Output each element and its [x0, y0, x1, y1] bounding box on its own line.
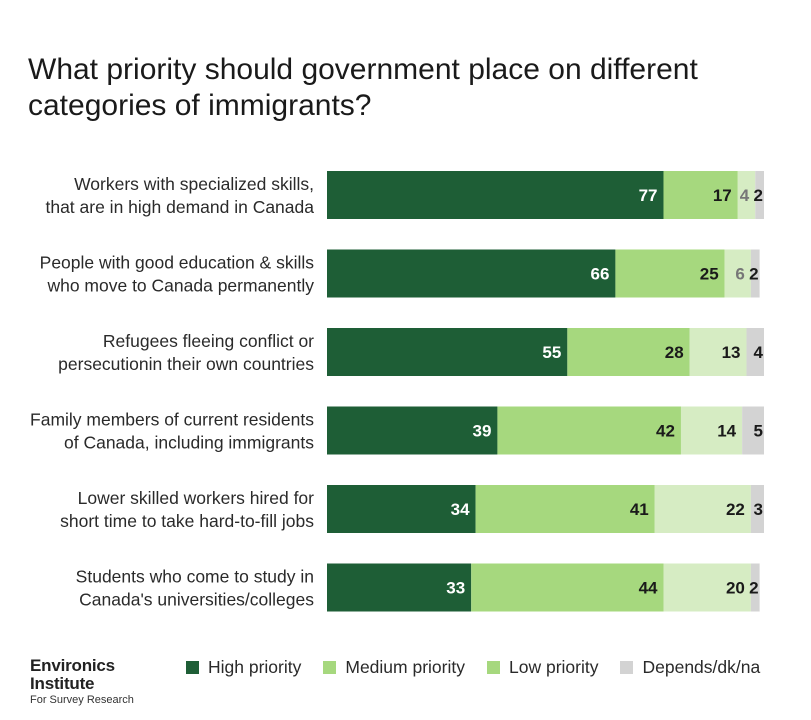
bar-value-label: 22: [726, 500, 745, 519]
bar-value-label: 25: [700, 265, 719, 284]
logo-line-1: Environics: [30, 656, 115, 675]
category-label-line: who move to Canada permanently: [46, 276, 314, 296]
bar-segment-depends: [750, 249, 760, 298]
category-label-line: Canada's universities/colleges: [79, 590, 314, 610]
bar-value-label: 28: [665, 343, 684, 362]
bar-value-label: 4: [740, 186, 750, 205]
bar-segment-high: [327, 328, 568, 376]
bar-segment-low: [737, 171, 756, 219]
category-label-line: Family members of current residents: [30, 410, 314, 430]
legend-swatch: [323, 660, 337, 674]
bar-segment-medium: [663, 171, 738, 219]
category-label-line: Refugees fleeing conflict or: [103, 331, 314, 351]
logo-line-3: For Survey Research: [30, 694, 134, 706]
bar-value-label: 44: [639, 579, 658, 598]
legend-label: Medium priority: [345, 656, 465, 677]
bar-segment-depends: [750, 485, 764, 533]
category-label-line: persecutionin their own countries: [58, 354, 314, 374]
bar-segment-medium: [615, 249, 725, 298]
bar-segment-high: [327, 406, 498, 455]
legend-item: Depends/dk/na: [620, 657, 760, 678]
environics-logo: Environics Institute For Survey Research: [30, 657, 134, 707]
legend-item: Medium priority: [323, 657, 465, 678]
bar-segment-medium: [475, 485, 655, 533]
bar-segment-high: [327, 249, 616, 298]
category-label-line: of Canada, including immigrants: [64, 433, 314, 453]
bar-segment-high: [327, 171, 664, 219]
bar-value-label: 20: [726, 579, 745, 598]
category-label-line: People with good education & skills: [40, 253, 315, 273]
bar-value-label: 55: [542, 343, 561, 362]
bar-value-label: 17: [713, 186, 732, 205]
bar-value-label: 13: [722, 343, 741, 362]
category-label: Refugees fleeing conflict or persecutioni…: [58, 331, 314, 374]
bar-value-label: 5: [754, 422, 763, 441]
bar-segment-low: [689, 328, 747, 376]
bar-segment-medium: [471, 563, 664, 612]
category-label: People with good education & skills who m…: [40, 253, 315, 296]
legend-label: Low priority: [509, 656, 599, 677]
bar-segment-depends: [742, 406, 764, 455]
legend-swatch: [186, 660, 199, 674]
bar-segment-medium: [497, 406, 681, 455]
legend: High priority Medium priority Low priority…: [186, 655, 782, 679]
legend-label: High priority: [208, 656, 302, 677]
bar-value-label: 4: [754, 343, 764, 362]
legend-item: Low priority: [487, 657, 598, 678]
category-label-line: Workers with specialized skills,: [74, 174, 314, 194]
category-label-line: short time to take hard-to-fill jobs: [60, 511, 314, 531]
bar-segment-high: [327, 563, 472, 612]
bar-value-label: 41: [630, 500, 649, 519]
bar-segment-medium: [567, 328, 690, 376]
bar-segment-depends: [750, 563, 760, 612]
bar-value-label: 14: [717, 422, 736, 441]
bar-segment-depends: [755, 171, 764, 219]
bar-value-label: 77: [639, 186, 658, 205]
legend-label: Depends/dk/na: [642, 656, 761, 677]
logo-line-2: Institute: [30, 674, 95, 693]
bar-value-label: 34: [451, 500, 470, 519]
bar-segment-high: [327, 485, 476, 533]
category-label-line: that are in high demand in Canada: [45, 197, 314, 217]
bar-value-label: 2: [754, 186, 763, 205]
legend-swatch: [620, 660, 634, 674]
bar-value-label: 2: [749, 579, 758, 598]
bar-value-label: 39: [473, 422, 492, 441]
bar-segment-depends: [746, 328, 764, 376]
category-label: Family members of current residents of Ca…: [30, 410, 314, 453]
bar-segment-low: [663, 563, 751, 612]
category-label: Students who come to study in Canada's un…: [76, 567, 315, 610]
bar-segment-low: [654, 485, 751, 533]
bar-segment-low: [724, 249, 751, 298]
bar-value-label: 2: [749, 265, 758, 284]
category-label-line: Students who come to study in: [76, 567, 314, 587]
bar-value-label: 66: [590, 265, 609, 284]
bar-value-label: 33: [446, 579, 465, 598]
category-label-line: Lower skilled workers hired for: [78, 488, 315, 508]
legend-item: High priority: [186, 657, 301, 678]
bar-value-label: 6: [735, 265, 744, 284]
chart-title: What priority should government place on…: [28, 53, 698, 122]
bar-value-label: 42: [656, 422, 675, 441]
category-label: Workers with specialized skills, that are…: [45, 174, 314, 217]
bar-value-label: 3: [754, 500, 763, 519]
bar-segment-low: [680, 406, 743, 455]
category-label: Lower skilled workers hired for short tim…: [60, 488, 314, 531]
legend-swatch: [487, 660, 500, 674]
